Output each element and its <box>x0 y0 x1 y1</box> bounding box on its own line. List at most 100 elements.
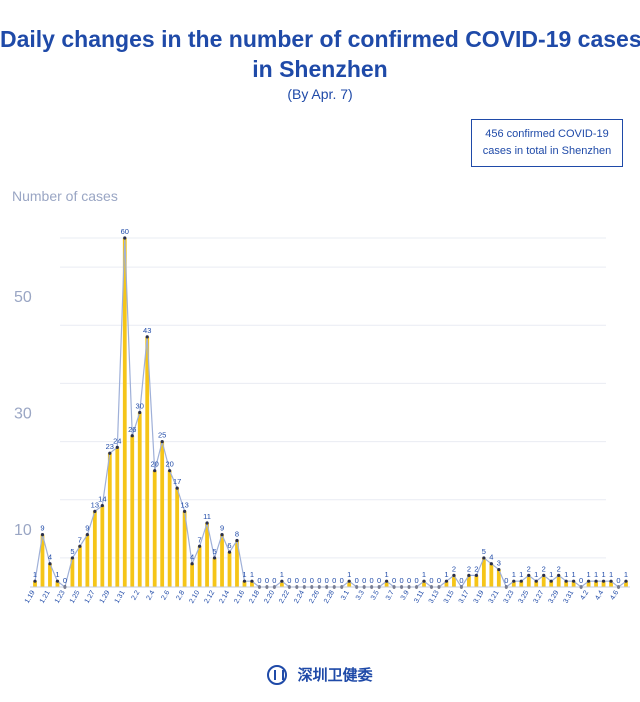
data-point <box>235 538 239 543</box>
bar <box>489 563 494 587</box>
x-tick-label: 2.20 <box>263 589 276 604</box>
data-point <box>609 579 613 583</box>
data-label: 5 <box>212 547 216 556</box>
data-point <box>482 556 486 560</box>
data-label: 7 <box>197 535 201 544</box>
cases-chart: 1030501941057913142324602630432025201713… <box>14 227 630 605</box>
data-point <box>497 567 501 572</box>
data-label: 1 <box>572 570 576 579</box>
x-tick-label: 2.4 <box>145 589 156 601</box>
bar <box>92 511 97 587</box>
bar <box>511 581 516 587</box>
x-tick-label: 3.23 <box>503 589 516 604</box>
bar <box>496 569 501 587</box>
data-point <box>594 579 598 583</box>
data-point <box>280 579 284 583</box>
x-tick-label: 2.6 <box>160 589 171 601</box>
data-label: 1 <box>242 570 246 579</box>
x-tick-label: 3.27 <box>533 589 546 604</box>
x-tick-label: 3.17 <box>458 589 471 604</box>
x-tick-label: 4.6 <box>609 589 620 601</box>
bar <box>107 453 112 587</box>
data-point <box>48 562 52 566</box>
data-label: 2 <box>452 564 456 573</box>
x-tick-label: 3.3 <box>355 589 366 601</box>
x-tick-label: 3.1 <box>340 589 351 601</box>
x-tick-label: 3.25 <box>518 589 531 604</box>
data-point <box>78 544 82 548</box>
data-label: 1 <box>534 570 538 579</box>
x-tick-label: 2.22 <box>278 589 291 604</box>
x-tick-label: 3.7 <box>385 589 396 601</box>
x-tick-label: 3.21 <box>488 589 501 604</box>
x-tick-label: 2.26 <box>308 589 321 604</box>
footer-org-name: 深圳卫健委 <box>297 667 373 684</box>
data-label: 1 <box>601 570 605 579</box>
data-point <box>422 579 426 583</box>
bar <box>175 488 180 587</box>
bar <box>77 546 82 587</box>
data-point <box>444 579 449 583</box>
data-point <box>489 562 493 566</box>
data-label: 0 <box>399 576 403 585</box>
bar <box>250 581 254 587</box>
data-point <box>123 236 127 240</box>
data-point <box>534 579 538 583</box>
bar <box>137 412 142 587</box>
data-label: 2 <box>474 564 478 573</box>
bar <box>115 447 120 587</box>
total-cases-line2: cases in total in Shenzhen <box>482 145 612 157</box>
bar <box>235 540 239 587</box>
bar <box>205 523 209 587</box>
data-label: 2 <box>557 564 561 573</box>
x-tick-label: 3.15 <box>443 589 456 604</box>
data-label: 0 <box>257 576 261 585</box>
data-label: 4 <box>48 553 52 562</box>
data-point <box>220 533 224 537</box>
data-point <box>160 439 164 444</box>
bar <box>279 581 284 587</box>
bar <box>48 563 52 587</box>
x-tick-label: 1.29 <box>99 589 112 604</box>
data-label: 20 <box>151 460 159 469</box>
bar <box>534 581 539 587</box>
data-label: 4 <box>190 553 194 562</box>
data-point <box>100 503 104 508</box>
bar <box>190 563 195 587</box>
data-point <box>183 509 187 513</box>
x-tick-label: 2.28 <box>323 589 336 604</box>
data-point <box>586 579 591 583</box>
data-label: 25 <box>158 431 166 440</box>
data-point <box>519 579 523 583</box>
data-label: 1 <box>250 570 254 579</box>
x-tick-label: 2.14 <box>218 589 231 604</box>
data-label: 2 <box>527 564 531 573</box>
data-label: 5 <box>482 547 486 556</box>
data-point <box>190 562 194 566</box>
data-point <box>55 579 60 583</box>
data-label: 2 <box>467 564 471 573</box>
y-axis-label: Number of cases <box>12 188 118 204</box>
bar <box>160 441 165 587</box>
x-tick-label: 2.10 <box>188 589 201 604</box>
data-label: 1 <box>609 570 613 579</box>
bar <box>556 575 561 587</box>
data-point <box>227 550 232 554</box>
data-label: 0 <box>370 576 374 585</box>
data-label: 0 <box>579 576 583 585</box>
bar <box>220 534 224 587</box>
data-point <box>70 556 75 560</box>
x-tick-label: 2.2 <box>131 589 142 601</box>
bar <box>571 581 576 587</box>
data-label: 0 <box>287 576 291 585</box>
chart-title-line1: Daily changes in the number of confirmed… <box>0 26 640 52</box>
data-label: 13 <box>91 500 99 509</box>
data-label: 1 <box>347 570 351 579</box>
bar <box>130 435 135 587</box>
data-point <box>601 579 606 583</box>
data-point <box>347 579 351 583</box>
bar <box>422 581 426 587</box>
x-tick-label: 1.23 <box>54 589 67 604</box>
x-tick-label: 3.31 <box>562 589 575 604</box>
data-label: 20 <box>165 460 173 469</box>
